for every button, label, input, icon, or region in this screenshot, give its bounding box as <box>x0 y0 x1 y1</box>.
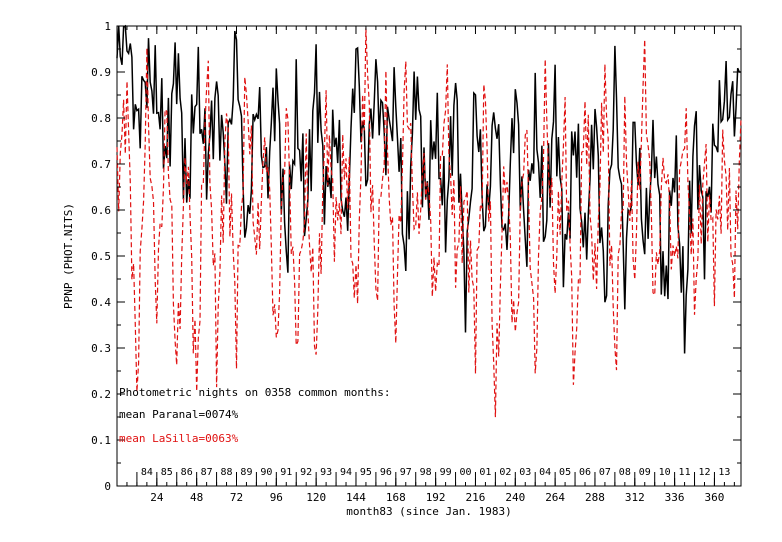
year-label: 04 <box>539 467 551 478</box>
y-tick-label: 0.7 <box>91 158 111 171</box>
year-label: 13 <box>718 467 730 478</box>
series-line-lasilla <box>116 28 742 418</box>
year-label: 03 <box>519 467 531 478</box>
series-line-paranal <box>116 24 741 354</box>
annotation-mean-lasilla: mean LaSilla=0063% <box>119 432 239 445</box>
y-tick-label: 0.4 <box>91 296 111 309</box>
x-axis-label: month83 (since Jan. 1983) <box>346 505 512 518</box>
year-label: 01 <box>479 467 491 478</box>
annotation-mean-paranal: mean Paranal=0074% <box>119 408 239 421</box>
year-label: 02 <box>499 467 511 478</box>
year-label: 91 <box>280 467 292 478</box>
x-tick-label: 144 <box>346 491 366 504</box>
x-tick-label: 192 <box>426 491 446 504</box>
year-label: 98 <box>420 467 432 478</box>
year-label: 90 <box>260 467 272 478</box>
year-label: 96 <box>380 467 392 478</box>
x-tick-label: 24 <box>150 491 164 504</box>
x-tick-label: 288 <box>585 491 605 504</box>
year-label: 07 <box>599 467 611 478</box>
y-tick-label: 0.2 <box>91 388 111 401</box>
x-tick-label: 168 <box>386 491 406 504</box>
year-label: 94 <box>340 467 352 478</box>
year-label: 06 <box>579 467 591 478</box>
x-tick-label: 336 <box>665 491 685 504</box>
annotation-summary: Photometric nights on 0358 common months… <box>119 386 391 399</box>
y-tick-label: 0.1 <box>91 434 111 447</box>
year-label: 99 <box>440 467 452 478</box>
year-label: 88 <box>221 467 233 478</box>
year-label: 09 <box>639 467 651 478</box>
series-layer <box>116 24 742 418</box>
year-label: 86 <box>181 467 193 478</box>
year-label: 87 <box>201 467 213 478</box>
x-tick-label: 264 <box>545 491 565 504</box>
y-tick-label: 0 <box>104 480 111 493</box>
year-label: 92 <box>300 467 312 478</box>
year-label: 12 <box>698 467 710 478</box>
year-label: 10 <box>659 467 671 478</box>
y-tick-label: 0.9 <box>91 66 111 79</box>
year-label: 11 <box>679 467 691 478</box>
year-label: 84 <box>141 467 153 478</box>
year-label: 97 <box>400 467 412 478</box>
x-tick-label: 72 <box>230 491 243 504</box>
x-tick-label: 360 <box>705 491 725 504</box>
year-label: 00 <box>459 467 471 478</box>
x-tick-label: 312 <box>625 491 645 504</box>
y-axis-label: PPNP (PHOT.NITS) <box>62 203 75 309</box>
y-tick-label: 1 <box>104 20 111 33</box>
year-label: 95 <box>360 467 372 478</box>
year-label: 93 <box>320 467 332 478</box>
year-label: 05 <box>559 467 571 478</box>
x-tick-label: 216 <box>466 491 486 504</box>
y-tick-label: 0.8 <box>91 112 111 125</box>
x-tick-label: 120 <box>306 491 326 504</box>
x-tick-label: 96 <box>270 491 283 504</box>
year-label: 85 <box>161 467 173 478</box>
y-tick-label: 0.6 <box>91 204 111 217</box>
x-tick-label: 240 <box>505 491 525 504</box>
x-tick-label: 48 <box>190 491 203 504</box>
year-label: 08 <box>619 467 631 478</box>
year-label: 89 <box>240 467 252 478</box>
y-tick-label: 0.3 <box>91 342 111 355</box>
y-tick-label: 0.5 <box>91 250 111 263</box>
